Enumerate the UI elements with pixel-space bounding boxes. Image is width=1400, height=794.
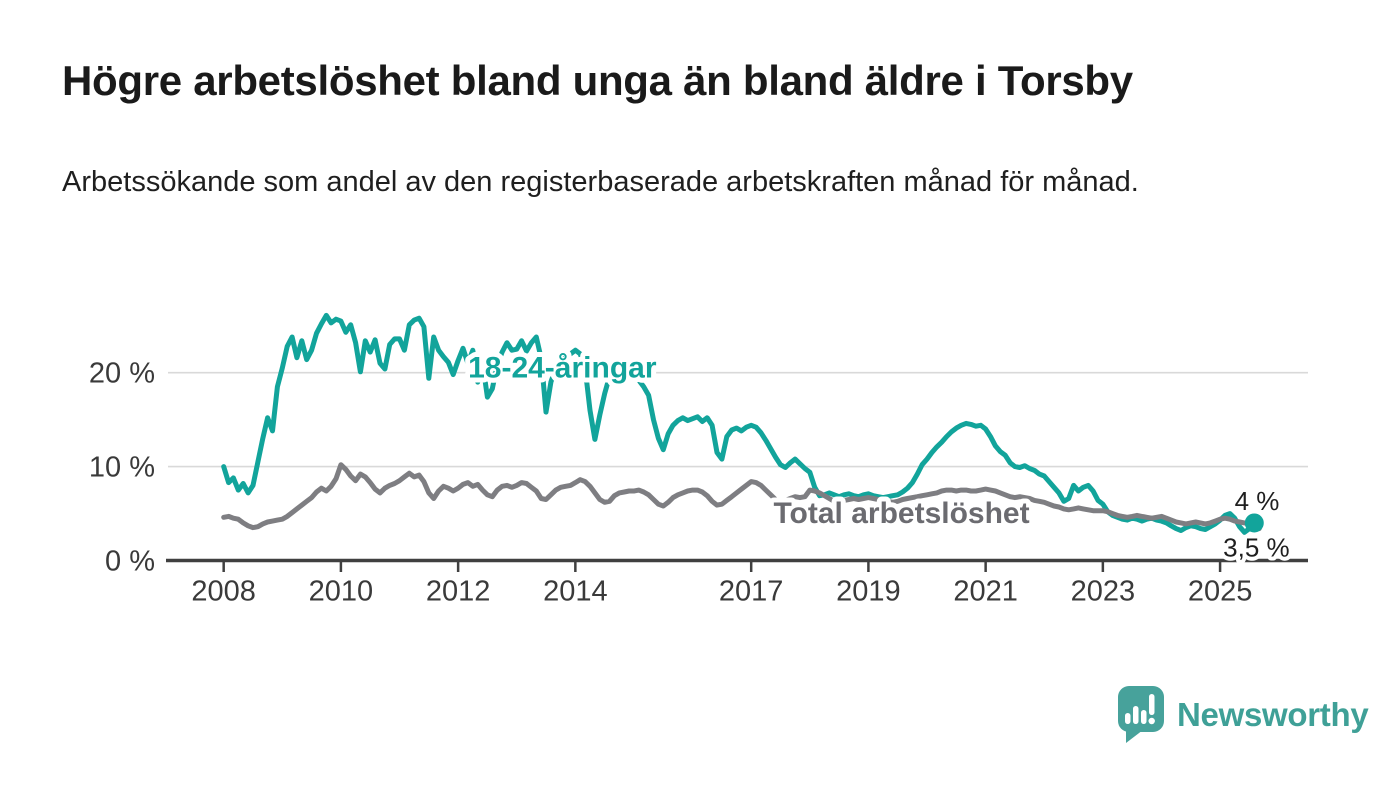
x-axis-tick-label: 2008 [191, 576, 256, 608]
newsworthy-logo-icon [1118, 686, 1164, 743]
end-value-label: 3,5 % [1223, 533, 1290, 563]
x-axis-tick-label: 2014 [543, 576, 608, 608]
newsworthy-brand[interactable]: Newsworthy [1112, 684, 1369, 746]
x-axis-tick-label: 2017 [719, 576, 784, 608]
x-axis-tick-label: 2019 [836, 576, 901, 608]
x-axis-tick-label: 2012 [426, 576, 491, 608]
y-axis-tick-label: 10 % [89, 452, 155, 484]
newsworthy-wordmark: Newsworthy [1177, 696, 1369, 733]
series-label: Total arbetslöshet [773, 497, 1029, 530]
series-line-total [221, 462, 1262, 532]
chart-title: Högre arbetslöshet bland unga än bland ä… [62, 57, 1133, 104]
x-axis-tick-label: 2025 [1188, 576, 1253, 608]
x-axis-tick-label: 2023 [1071, 576, 1136, 608]
series-line-youth [221, 312, 1257, 535]
chart-subtitle: Arbetssökande som andel av den registerb… [62, 166, 1139, 198]
y-axis-tick-label: 20 % [89, 358, 155, 390]
x-axis-tick-label: 2010 [309, 576, 374, 608]
end-value-label: 4 % [1235, 486, 1280, 516]
series-end-dot-youth [1244, 513, 1264, 533]
series-label: 18-24-åringar [468, 351, 657, 384]
y-axis-tick-label: 0 % [105, 546, 155, 578]
x-axis-tick-label: 2021 [953, 576, 1018, 608]
